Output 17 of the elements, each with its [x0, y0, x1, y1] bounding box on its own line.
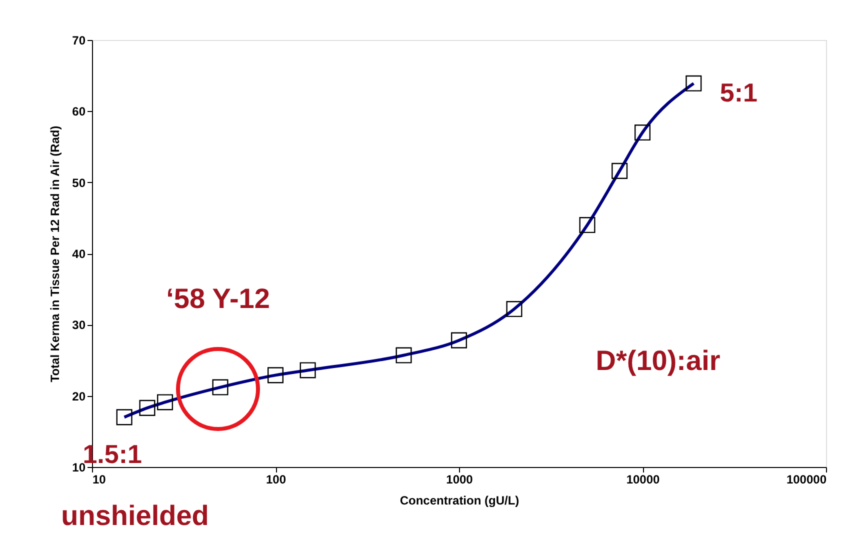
- y-tick-label: 20: [72, 389, 86, 404]
- x-tick-label: 10000: [626, 472, 660, 486]
- text: unshielded: [61, 500, 209, 531]
- x-axis-title: Concentration (gU/L): [400, 494, 520, 508]
- y-axis-title: Total Kerma in Tissue Per 12 Rad in Air (Rad): [48, 126, 62, 382]
- y-tick-label: 70: [72, 34, 86, 48]
- annotation: D*(10):air: [596, 345, 720, 376]
- y-tick-label: 30: [72, 318, 86, 332]
- annotation: ‘58 Y-12: [166, 283, 270, 314]
- x-tick-label: 100: [266, 472, 286, 486]
- y-tick-label: 60: [72, 104, 86, 119]
- y-tick-label: 50: [72, 176, 86, 190]
- x-tick-label: 100000: [786, 472, 827, 486]
- x-tick-label: 1000: [446, 472, 474, 486]
- y-tick-label: 40: [72, 247, 86, 261]
- annotation: 5:1: [720, 77, 758, 108]
- x-tick-label: 10: [92, 472, 106, 486]
